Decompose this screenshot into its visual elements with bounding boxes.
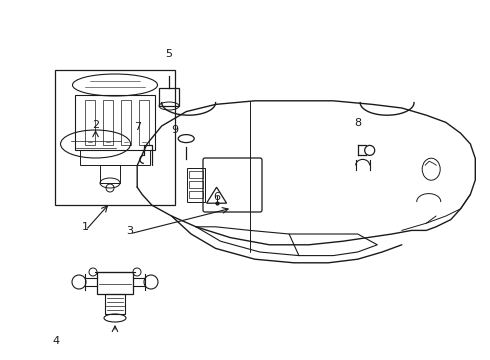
Bar [80,150,150,165]
Bar [75,95,155,150]
Bar [105,294,125,314]
Bar [100,165,120,183]
Text: 3: 3 [126,226,133,236]
Bar [189,191,203,198]
Text: 2: 2 [92,120,99,130]
Text: 4: 4 [53,336,60,346]
Bar [189,181,203,188]
Bar [159,88,179,106]
Text: 1: 1 [82,222,89,232]
Text: 7: 7 [134,122,141,132]
Bar [189,171,203,178]
Bar [139,100,149,145]
Text: 8: 8 [354,118,361,128]
Text: 9: 9 [172,125,179,135]
Text: 6: 6 [213,192,220,202]
Bar [187,168,205,202]
Bar [121,100,131,145]
Bar [55,70,175,205]
Bar [103,100,113,145]
Bar [97,272,133,294]
Bar [85,100,95,145]
Text: 5: 5 [166,49,172,59]
